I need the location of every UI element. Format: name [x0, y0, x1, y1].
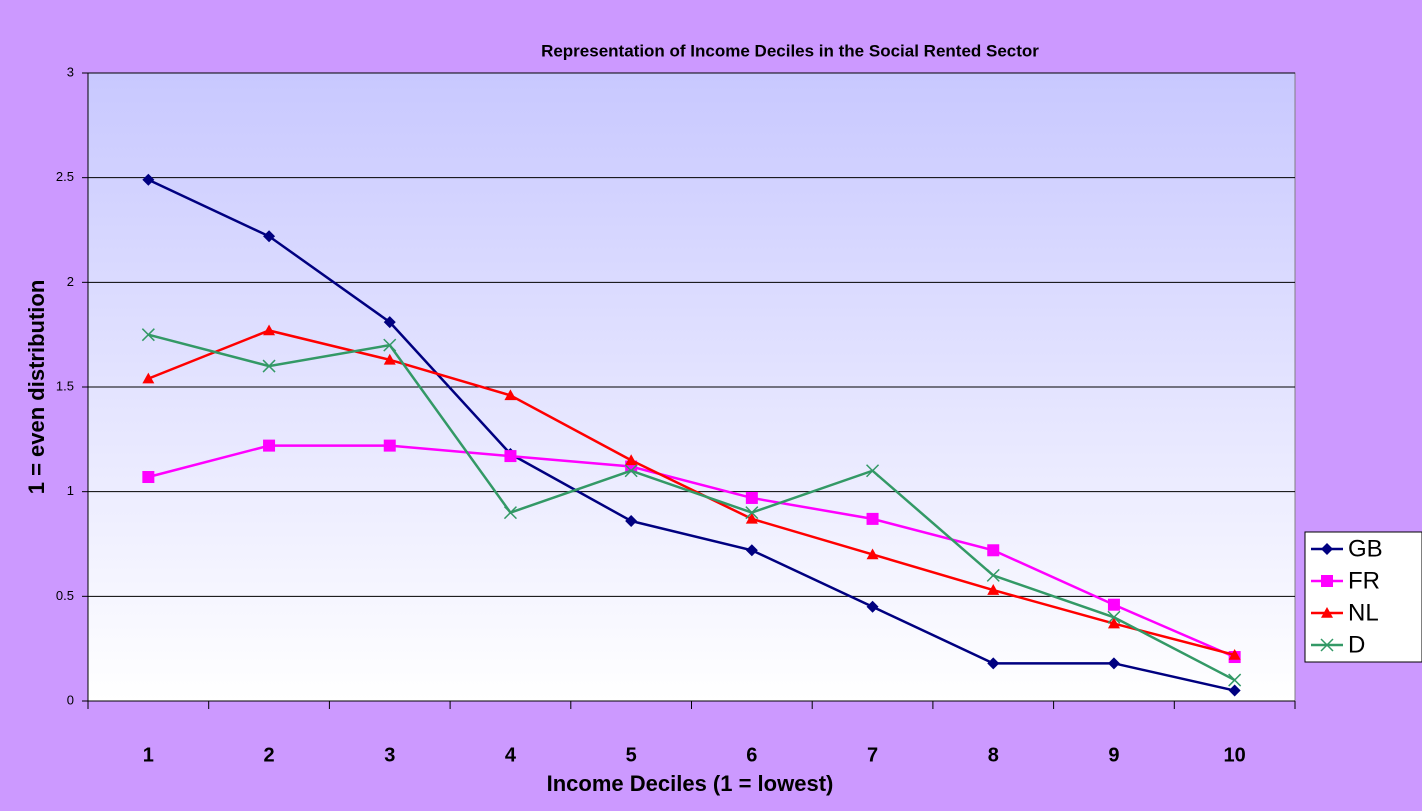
- marker: [1107, 657, 1120, 670]
- y-tick-label: 1: [67, 483, 74, 498]
- y-tick-label: 0.5: [56, 588, 74, 603]
- marker: [504, 389, 517, 401]
- marker: [986, 568, 1000, 582]
- marker: [383, 316, 396, 329]
- legend-marker: [1321, 575, 1333, 587]
- legend-marker: [1320, 638, 1334, 652]
- y-tick-label: 1.5: [56, 378, 74, 393]
- marker: [142, 173, 155, 186]
- marker: [745, 512, 758, 524]
- legend-label: NL: [1348, 599, 1379, 626]
- marker: [1228, 684, 1241, 697]
- chart-title: Representation of Income Deciles in the …: [541, 41, 1039, 60]
- marker: [745, 544, 758, 557]
- marker: [263, 324, 276, 336]
- x-tick-label: 1: [143, 744, 154, 766]
- legend-marker: [1321, 543, 1333, 555]
- x-tick-label: 9: [1108, 744, 1119, 766]
- x-tick-label: 3: [384, 744, 395, 766]
- marker: [987, 544, 1000, 557]
- marker: [383, 439, 396, 452]
- x-tick-label: 10: [1224, 744, 1246, 766]
- x-axis-label: Income Deciles (1 = lowest): [547, 771, 834, 796]
- marker: [866, 548, 879, 560]
- marker: [1107, 598, 1120, 611]
- marker: [263, 439, 276, 452]
- x-tick-label: 6: [746, 744, 757, 766]
- series-line: [148, 444, 1236, 659]
- series-line: [147, 329, 1235, 657]
- marker: [1228, 673, 1242, 687]
- marker: [383, 338, 397, 352]
- legend-label: GB: [1348, 535, 1383, 562]
- y-tick-label: 0: [67, 692, 74, 707]
- marker: [987, 657, 1000, 670]
- marker: [1107, 610, 1121, 624]
- x-tick-label: 7: [867, 744, 878, 766]
- marker: [1107, 617, 1120, 629]
- marker: [625, 454, 638, 466]
- marker: [383, 353, 396, 365]
- marker: [504, 450, 517, 463]
- marker: [745, 491, 758, 504]
- x-tick-label: 2: [263, 744, 274, 766]
- marker: [263, 230, 276, 243]
- marker: [625, 514, 638, 527]
- legend-label: D: [1348, 631, 1365, 658]
- marker: [866, 512, 879, 525]
- y-tick-label: 2.5: [56, 169, 74, 184]
- legend-box: [1304, 531, 1422, 663]
- x-tick-label: 4: [505, 744, 517, 766]
- x-tick-label: 5: [626, 744, 637, 766]
- series-line: [147, 178, 1235, 692]
- legend-label: FR: [1348, 567, 1380, 594]
- marker: [624, 464, 638, 478]
- marker: [866, 600, 879, 613]
- marker: [262, 359, 276, 373]
- marker: [987, 584, 1000, 595]
- marker: [745, 506, 759, 520]
- marker: [1228, 648, 1241, 660]
- series-line: [148, 333, 1236, 682]
- y-tick-label: 2: [67, 274, 74, 289]
- marker: [142, 372, 155, 384]
- y-tick-label: 3: [67, 64, 74, 79]
- marker: [142, 471, 155, 484]
- marker: [503, 506, 517, 520]
- legend-marker: [1321, 607, 1333, 618]
- y-axis-label: 1 = even distribution: [24, 280, 49, 495]
- marker: [141, 328, 155, 342]
- marker: [866, 464, 880, 478]
- x-tick-label: 8: [988, 744, 999, 766]
